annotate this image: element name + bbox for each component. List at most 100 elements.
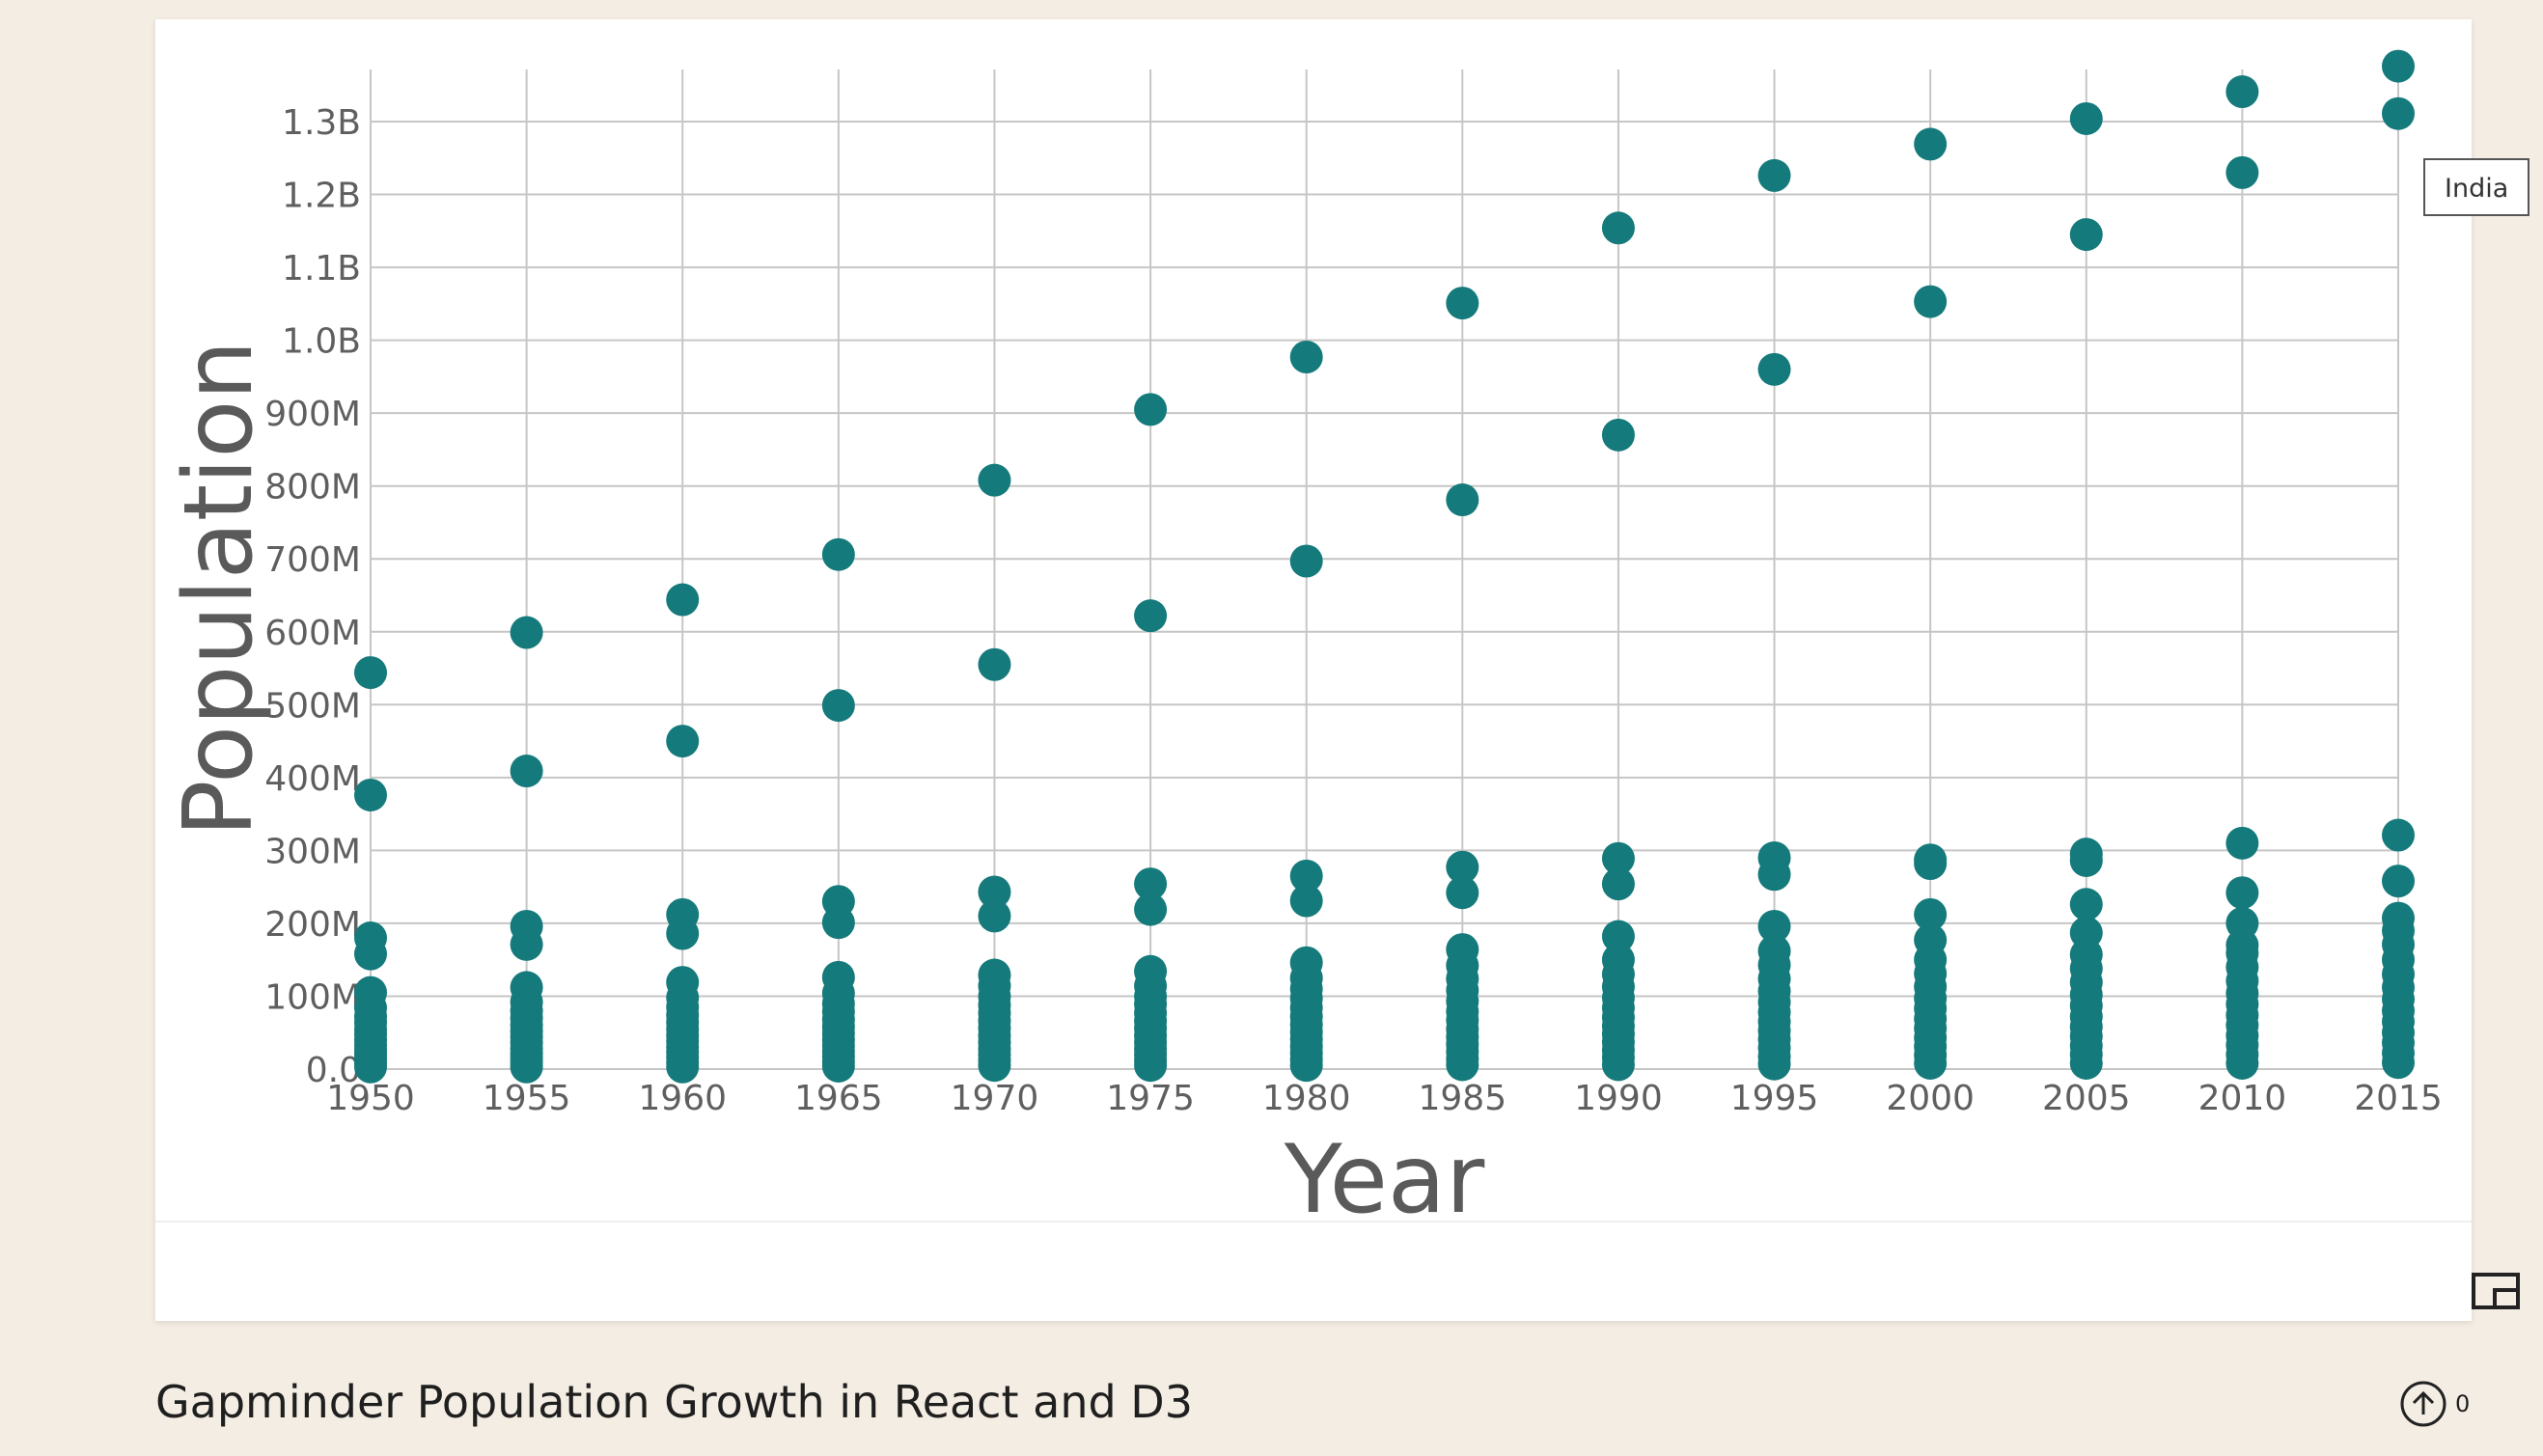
y-gridlines [371,121,2398,1070]
data-point[interactable] [666,583,700,617]
x-tick-label: 1990 [1574,1079,1663,1118]
y-tick-label: 800M [264,468,361,508]
data-point[interactable] [2069,1046,2103,1080]
data-point[interactable] [978,463,1011,497]
data-point[interactable] [1134,599,1168,633]
data-point[interactable] [2069,101,2103,135]
data-point[interactable] [510,1050,543,1084]
tooltip: India [2423,158,2530,216]
data-point[interactable] [2069,843,2103,877]
y-tick-label: 1.0B [282,322,361,362]
data-point[interactable] [2382,865,2415,898]
data-point[interactable] [1601,211,1635,245]
picture-in-picture-icon [2472,1273,2520,1309]
x-tick-label: 2005 [2042,1079,2131,1118]
data-point[interactable] [1601,867,1635,901]
data-point[interactable] [1601,418,1635,452]
y-tick-label: 200M [264,905,361,945]
x-tick-label: 1965 [794,1079,883,1118]
x-tick-label: 1950 [326,1079,415,1118]
data-point[interactable] [1601,920,1635,953]
data-point[interactable] [666,917,700,950]
data-point[interactable] [821,537,855,571]
data-point[interactable] [1289,884,1323,918]
data-point[interactable] [1134,867,1168,901]
data-point[interactable] [510,616,543,649]
data-point[interactable] [1757,158,1791,192]
data-point[interactable] [2382,49,2415,83]
x-tick-labels: 1950 1955 1960 1965 1970 1975 1980 1985 1990 1995… [326,1079,2443,1118]
data-point[interactable] [354,937,387,971]
data-point[interactable] [2225,75,2259,109]
data-point[interactable] [1914,285,1948,318]
y-tick-label: 1.3B [282,103,361,143]
data-point[interactable] [978,899,1011,933]
x-tick-label: 1975 [1106,1079,1195,1118]
data-point[interactable] [2069,888,2103,921]
data-point[interactable] [2382,818,2415,852]
data-point[interactable] [1446,287,1479,320]
data-point[interactable] [1757,1047,1791,1081]
data-point[interactable] [354,656,387,690]
data-point[interactable] [1757,909,1791,943]
data-point[interactable] [1289,859,1323,893]
data-point[interactable] [666,1050,700,1084]
data-point[interactable] [2382,96,2415,130]
data-point[interactable] [1601,841,1635,875]
x-tick-label: 1955 [483,1079,571,1118]
data-point[interactable] [2225,155,2259,189]
y-tick-label: 600M [264,614,361,653]
card-divider [155,1221,2472,1222]
upvote-arrow-icon [2400,1381,2446,1427]
x-tick-label: 1960 [638,1079,727,1118]
data-point[interactable] [978,875,1011,909]
data-point[interactable] [1757,352,1791,386]
y-tick-label: 1.2B [282,177,361,216]
y-tick-label: 1.1B [282,249,361,288]
data-point[interactable] [510,927,543,961]
x-tick-label: 2010 [2198,1079,2287,1118]
picture-in-picture-button[interactable] [2472,1272,2522,1312]
data-point[interactable] [1757,858,1791,892]
data-point[interactable] [2069,218,2103,252]
data-point[interactable] [1134,893,1168,926]
data-point[interactable] [1446,483,1479,517]
data-point[interactable] [1289,1049,1323,1083]
data-point[interactable] [1446,1048,1479,1082]
data-point[interactable] [1601,1048,1635,1082]
y-tick-label: 500M [264,686,361,726]
data-point[interactable] [1914,897,1948,931]
data-point[interactable] [978,647,1011,681]
data-point[interactable] [354,1050,387,1084]
data-point[interactable] [2225,826,2259,860]
data-point[interactable] [978,1049,1011,1083]
data-points [354,49,2415,1084]
data-point[interactable] [821,689,855,723]
data-point[interactable] [1914,1046,1948,1080]
data-point[interactable] [1914,846,1948,880]
data-point[interactable] [2382,1046,2415,1080]
data-point[interactable] [510,755,543,788]
x-tick-label: 2015 [2354,1079,2443,1118]
x-tick-label: 1995 [1730,1079,1819,1118]
data-point[interactable] [1446,876,1479,910]
data-point[interactable] [2225,1046,2259,1080]
upvote-button[interactable]: 0 [2399,1380,2470,1428]
data-point[interactable] [1914,127,1948,161]
data-point[interactable] [1134,393,1168,426]
data-point[interactable] [821,906,855,940]
data-point[interactable] [2225,876,2259,910]
data-point[interactable] [1289,340,1323,373]
y-tick-label: 400M [264,759,361,799]
data-point[interactable] [354,778,387,811]
data-point[interactable] [1289,544,1323,578]
data-point[interactable] [666,725,700,758]
chart-card: 0.0 100M 200M 300M 400M 500M 600M 700M 800M 900M 1… [155,19,2520,1321]
y-tick-labels: 0.0 100M 200M 300M 400M 500M 600M 700M 800M 900M 1… [264,103,361,1090]
data-point[interactable] [1134,1049,1168,1083]
y-tick-label: 100M [264,977,361,1017]
x-tick-label: 1980 [1262,1079,1351,1118]
data-point[interactable] [821,1049,855,1083]
data-point[interactable] [1446,850,1479,884]
x-axis-title: Year [1284,1125,1485,1221]
